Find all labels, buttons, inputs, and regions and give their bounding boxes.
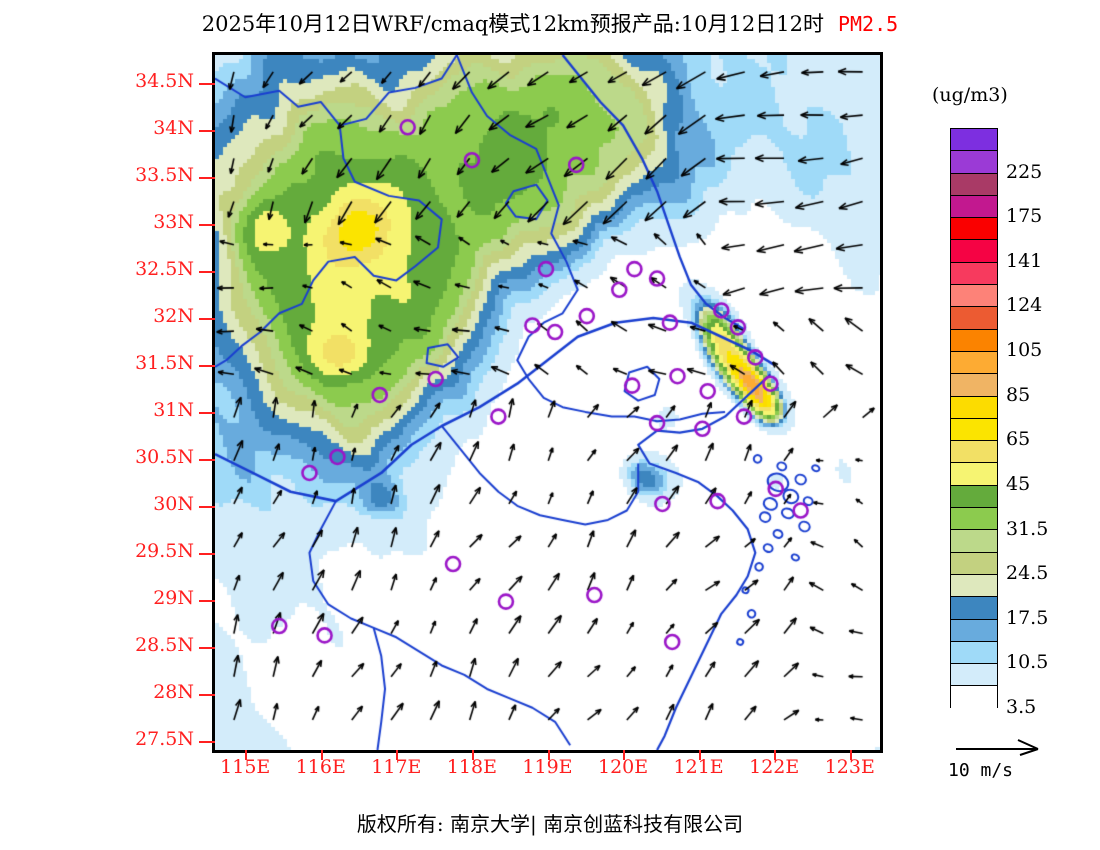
colorbar-band[interactable] <box>951 552 997 575</box>
colorbar-tick-label: 10.5 <box>1006 651 1049 674</box>
colorbar-band[interactable] <box>951 307 997 330</box>
lat-tick-mark <box>199 317 215 320</box>
pm25-contour-map[interactable] <box>215 55 880 750</box>
lat-tick-mark <box>199 693 215 696</box>
lon-tick-mark <box>774 750 777 760</box>
lat-tick-label: 33.5N <box>135 164 194 187</box>
lon-tick-label: 123E <box>824 756 875 778</box>
colorbar-band[interactable] <box>951 129 997 152</box>
lat-tick-mark <box>199 224 215 227</box>
lat-tick-label: 31N <box>153 398 194 421</box>
lat-tick-mark <box>199 740 215 743</box>
lat-tick-mark <box>199 505 215 508</box>
colorbar-band[interactable] <box>951 485 997 509</box>
colorbar-band[interactable] <box>951 508 997 531</box>
colorbar-tick-label: 141 <box>1006 249 1043 272</box>
colorbar-tick-label: 85 <box>1006 383 1031 406</box>
lon-tick-label: 118E <box>446 756 497 778</box>
lon-tick-label: 116E <box>295 756 346 778</box>
lat-tick-mark <box>199 130 215 133</box>
lat-tick-label: 34.5N <box>135 70 194 93</box>
colorbar-band[interactable] <box>951 441 997 464</box>
colorbar-band[interactable] <box>951 262 997 286</box>
colorbar-tick-label: 175 <box>1006 205 1043 228</box>
lat-tick-mark <box>199 458 215 461</box>
lon-tick-mark <box>471 750 474 760</box>
lat-tick-mark <box>199 599 215 602</box>
lon-tick-label: 122E <box>749 756 800 778</box>
colorbar-tick-label: 3.5 <box>1006 696 1037 718</box>
colorbar-band[interactable] <box>951 418 997 442</box>
colorbar-band[interactable] <box>951 218 997 241</box>
lat-tick-label: 34N <box>153 117 194 140</box>
wind-scale-label: 10 m/s <box>948 760 1014 781</box>
lat-tick-mark <box>199 271 215 273</box>
colorbar-band[interactable] <box>951 195 997 219</box>
lat-tick-mark <box>199 177 215 180</box>
lat-tick-label: 32N <box>153 304 194 327</box>
colorbar-tick-label: 105 <box>1006 339 1043 362</box>
colorbar-band[interactable] <box>951 686 997 709</box>
colorbar-band[interactable] <box>951 641 997 665</box>
colorbar-tick-label: 65 <box>1006 428 1031 451</box>
lon-tick-mark <box>320 750 323 760</box>
copyright-footer: 版权所有: 南京大学| 南京创蓝科技有限公司 <box>356 812 744 836</box>
colorbar-tick-label: 225 <box>1006 160 1043 183</box>
lon-tick-mark <box>547 750 550 760</box>
lat-tick-mark <box>199 364 215 367</box>
map-plot-area[interactable] <box>212 52 883 753</box>
colorbar-band[interactable] <box>951 597 997 620</box>
lon-tick-mark <box>396 750 399 760</box>
lon-tick-mark <box>849 750 852 760</box>
colorbar-tick-label: 31.5 <box>1006 517 1049 540</box>
colorbar-band[interactable] <box>951 151 997 174</box>
lat-tick-mark <box>199 83 215 86</box>
lon-tick-label: 115E <box>220 756 271 778</box>
lat-tick-label: 29.5N <box>135 539 194 562</box>
colorbar-band[interactable] <box>951 530 997 553</box>
lon-tick-label: 117E <box>371 756 422 778</box>
colorbar-tick-label: 124 <box>1006 294 1043 317</box>
lat-tick-mark <box>199 411 215 414</box>
colorbar-band[interactable] <box>951 619 997 642</box>
colorbar-tick-label: 24.5 <box>1006 562 1049 585</box>
lat-tick-label: 28N <box>153 680 194 703</box>
colorbar-band[interactable] <box>951 374 997 397</box>
lat-tick-label: 29N <box>153 586 194 609</box>
colorbar-unit-label: (ug/m3) <box>932 84 1008 106</box>
lat-tick-label: 31.5N <box>135 351 194 374</box>
colorbar-band[interactable] <box>951 173 997 196</box>
lon-tick-mark <box>245 750 248 760</box>
lat-tick-label: 33N <box>153 211 194 234</box>
lat-tick-label: 30N <box>153 492 194 515</box>
lon-tick-label: 119E <box>522 756 573 778</box>
lat-tick-label: 30.5N <box>135 445 194 468</box>
colorbar-tick-label: 45 <box>1006 472 1031 495</box>
lon-tick-mark <box>698 750 701 760</box>
colorbar-band[interactable] <box>951 664 997 687</box>
colorbar-band[interactable] <box>951 240 997 263</box>
colorbar-band[interactable] <box>951 574 997 598</box>
lat-tick-label: 28.5N <box>135 633 194 656</box>
colorbar-band[interactable] <box>951 396 997 419</box>
colorbar-band[interactable] <box>951 351 997 375</box>
colorbar-band[interactable] <box>951 329 997 352</box>
lon-tick-label: 120E <box>597 756 649 778</box>
colorbar-band[interactable] <box>951 285 997 308</box>
colorbar-band[interactable] <box>951 463 997 486</box>
lon-tick-label: 121E <box>673 756 724 778</box>
colorbar[interactable] <box>950 128 998 709</box>
page-title: 2025年10月12日WRF/cmaq模式12km预报产品:10月12日12时 P… <box>0 8 1100 38</box>
title-species: PM2.5 <box>837 12 899 36</box>
title-text: 2025年10月12日WRF/cmaq模式12km预报产品:10月12日12时 <box>201 12 824 36</box>
lat-tick-label: 32.5N <box>135 258 194 280</box>
colorbar-tick-label: 17.5 <box>1006 606 1049 629</box>
lat-tick-label: 27.5N <box>135 727 194 750</box>
lat-tick-mark <box>199 552 215 555</box>
lon-tick-mark <box>623 750 626 760</box>
lat-tick-mark <box>199 646 215 649</box>
wind-scale-arrow <box>952 735 1072 781</box>
